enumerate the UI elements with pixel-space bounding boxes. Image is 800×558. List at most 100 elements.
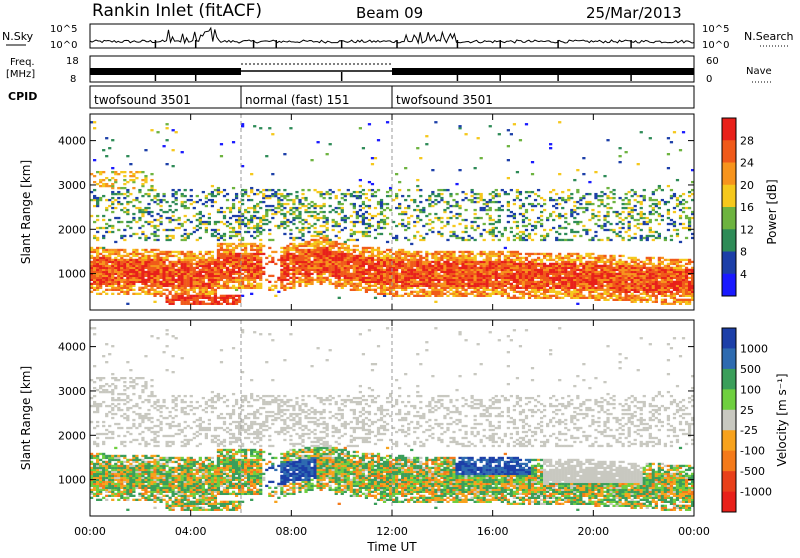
power-cell bbox=[570, 255, 573, 257]
power-cell bbox=[317, 257, 320, 259]
power-cell bbox=[573, 285, 576, 287]
power-cell bbox=[289, 283, 292, 285]
power-cell bbox=[603, 285, 606, 287]
power-cell bbox=[274, 191, 277, 193]
power-cell bbox=[202, 275, 205, 277]
power-cell bbox=[603, 289, 606, 291]
power-cell bbox=[558, 239, 561, 241]
power-cell bbox=[419, 265, 422, 267]
power-cell bbox=[552, 269, 555, 271]
power-cell bbox=[214, 275, 217, 277]
power-cell bbox=[516, 269, 519, 271]
power-cell bbox=[380, 283, 383, 285]
power-cell bbox=[501, 209, 504, 211]
power-cell bbox=[422, 271, 425, 273]
power-cell bbox=[96, 287, 99, 289]
power-cell bbox=[292, 275, 295, 277]
power-cell bbox=[341, 203, 344, 205]
power-cell bbox=[516, 237, 519, 239]
power-cell bbox=[271, 251, 274, 253]
power-cell bbox=[362, 277, 365, 279]
power-cell bbox=[338, 251, 341, 253]
power-cell bbox=[567, 277, 570, 279]
power-cell bbox=[190, 251, 193, 253]
power-cell bbox=[117, 251, 120, 253]
power-cell bbox=[392, 273, 395, 275]
power-cell bbox=[341, 275, 344, 277]
power-cell bbox=[317, 239, 320, 241]
power-cell bbox=[259, 275, 262, 277]
power-cell bbox=[280, 251, 283, 253]
power-cell bbox=[474, 295, 477, 297]
power-cell bbox=[153, 277, 156, 279]
power-cell bbox=[468, 259, 471, 261]
power-cell bbox=[226, 269, 229, 271]
power-cell bbox=[341, 267, 344, 269]
power-cell bbox=[335, 267, 338, 269]
power-cell bbox=[277, 189, 280, 191]
power-cell bbox=[519, 293, 522, 295]
power-cell bbox=[156, 239, 159, 241]
power-cell bbox=[193, 299, 196, 301]
power-cell bbox=[256, 285, 259, 287]
power-cell bbox=[310, 269, 313, 271]
power-cell bbox=[570, 295, 573, 297]
power-cell bbox=[190, 273, 193, 275]
power-cell bbox=[144, 255, 147, 257]
power-cell bbox=[277, 205, 280, 207]
power-cell bbox=[576, 255, 579, 257]
power-cell bbox=[111, 279, 114, 281]
power-cell bbox=[522, 221, 525, 223]
power-cell bbox=[307, 265, 310, 267]
power-cell bbox=[464, 267, 467, 269]
power-cell bbox=[99, 179, 102, 181]
power-cell bbox=[395, 295, 398, 297]
power-cell bbox=[147, 237, 150, 239]
power-cell bbox=[347, 251, 350, 253]
power-cell bbox=[326, 257, 329, 259]
power-cell bbox=[528, 275, 531, 277]
power-cell bbox=[422, 257, 425, 259]
power-cell bbox=[404, 167, 407, 169]
power-cell bbox=[111, 251, 114, 253]
power-cell bbox=[543, 239, 546, 241]
power-cell bbox=[193, 279, 196, 281]
power-cell bbox=[386, 121, 389, 123]
power-cell bbox=[437, 281, 440, 283]
power-cell bbox=[217, 303, 220, 305]
power-cell bbox=[558, 275, 561, 277]
power-cell bbox=[422, 285, 425, 287]
power-cell bbox=[298, 265, 301, 267]
power-cell bbox=[407, 265, 410, 267]
power-cell bbox=[190, 285, 193, 287]
power-cell bbox=[573, 295, 576, 297]
power-cell bbox=[144, 149, 147, 151]
power-cell bbox=[172, 251, 175, 253]
power-cell bbox=[416, 259, 419, 261]
power-cell bbox=[247, 275, 250, 277]
power-cell bbox=[558, 277, 561, 279]
power-cell bbox=[356, 255, 359, 257]
power-cell bbox=[428, 195, 431, 197]
power-cell bbox=[326, 269, 329, 271]
power-cell bbox=[96, 279, 99, 281]
power-cell bbox=[199, 295, 202, 297]
power-cell bbox=[220, 253, 223, 255]
power-cell bbox=[410, 255, 413, 257]
power-cell bbox=[175, 199, 178, 201]
power-cell bbox=[132, 267, 135, 269]
power-cell bbox=[519, 273, 522, 275]
power-cell bbox=[250, 227, 253, 229]
power-cell bbox=[132, 187, 135, 189]
power-cell bbox=[389, 273, 392, 275]
power-cell bbox=[576, 295, 579, 297]
power-cell bbox=[187, 277, 190, 279]
power-cell bbox=[256, 275, 259, 277]
power-cell bbox=[371, 285, 374, 287]
power-cell bbox=[428, 281, 431, 283]
power-cell bbox=[117, 275, 120, 277]
power-cell bbox=[181, 223, 184, 225]
power-cell bbox=[208, 277, 211, 279]
power-cell bbox=[226, 245, 229, 247]
power-cell bbox=[175, 263, 178, 265]
